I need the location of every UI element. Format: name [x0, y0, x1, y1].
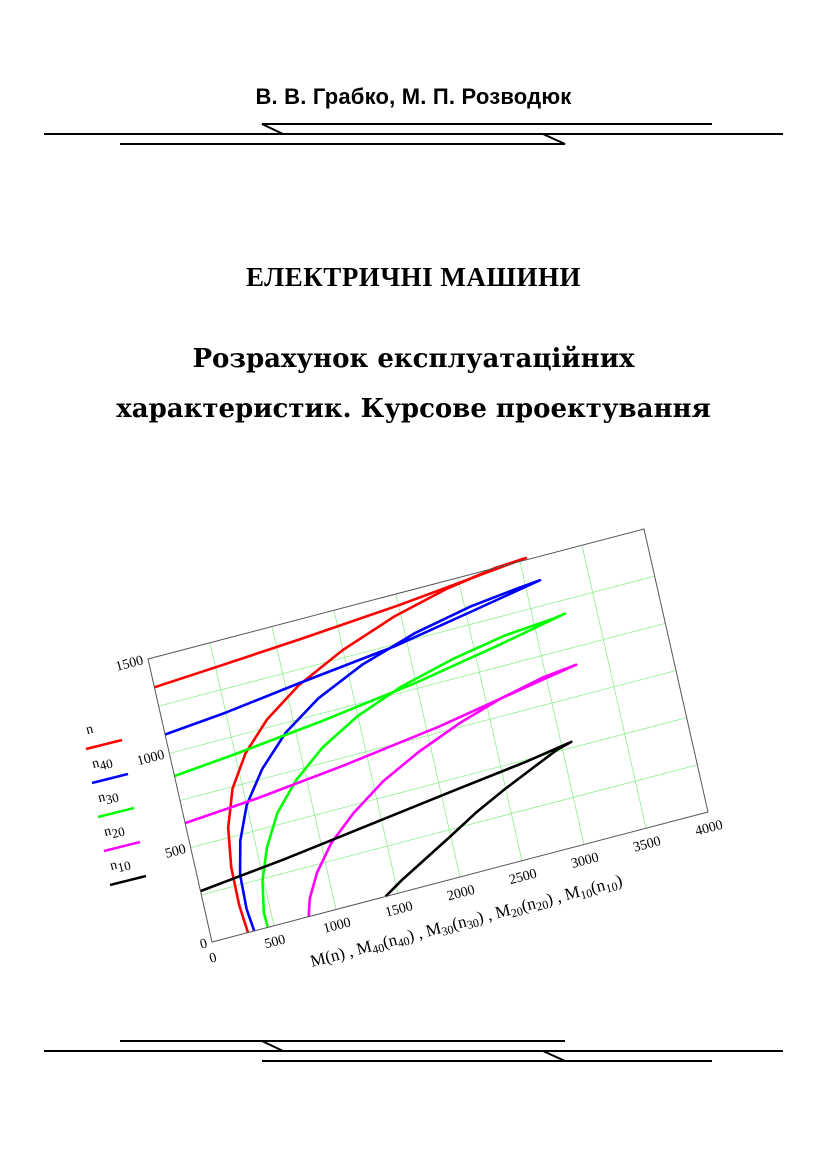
top-decorative-rule — [44, 123, 783, 145]
chart-ticks: 0 500 1000 1500 2000 2500 3000 3500 4000 0 500 1000… — [114, 653, 724, 966]
chart-svg: 0 500 1000 1500 2000 2500 3000 3500 4000 0 500 1000… — [84, 528, 725, 971]
legend-swatch — [85, 738, 123, 751]
legend-label: n20 — [102, 821, 126, 843]
subtitle-line-2: характеристик. Курсове проектування — [116, 394, 711, 424]
series-line-n — [153, 556, 528, 933]
chart-legend: n n40 n30 n20 n10 — [84, 722, 147, 887]
x-tick-label: 1500 — [384, 899, 415, 921]
bottom-decorative-rule — [44, 1040, 783, 1062]
cover-chart: 0 500 1000 1500 2000 2500 3000 3500 4000 0 500 1000… — [60, 515, 760, 985]
x-tick-label: 500 — [263, 932, 287, 952]
grid-line-horizontal — [179, 670, 677, 801]
legend-swatch — [91, 772, 129, 785]
legend-label: n30 — [96, 787, 120, 809]
legend-label: n10 — [108, 855, 132, 877]
legend-swatch — [103, 840, 141, 853]
x-tick-label: 3500 — [632, 834, 663, 856]
chart-series — [153, 556, 578, 933]
book-title: ЕЛЕКТРИЧНІ МАШИНИ — [245, 262, 582, 292]
legend-label: n40 — [90, 753, 114, 775]
legend-swatch — [109, 874, 147, 887]
series-line-n30 — [174, 612, 566, 928]
legend-label: n — [84, 722, 94, 738]
x-tick-label: 2500 — [508, 867, 539, 889]
x-tick-label: 2000 — [446, 883, 477, 905]
y-tick-label: 1000 — [135, 748, 166, 770]
y-tick-label: 1500 — [114, 653, 145, 675]
plot-frame — [147, 528, 709, 943]
y-tick-label: 0 — [198, 936, 209, 952]
x-tick-label: 3000 — [570, 850, 601, 872]
book-subtitle: Розрахунок експлуатаційних характеристик… — [0, 334, 827, 434]
x-tick-label: 4000 — [694, 818, 725, 840]
authors: В. В. Грабко, М. П. Розводюк — [255, 84, 572, 109]
grid-line-horizontal — [201, 764, 698, 896]
grid-line-horizontal — [169, 622, 666, 754]
series-line-n40 — [164, 578, 542, 932]
series-line-n20 — [184, 663, 578, 917]
x-tick-label: 1000 — [322, 915, 353, 937]
x-tick-label: 0 — [208, 950, 219, 966]
y-tick-label: 500 — [164, 842, 188, 862]
subtitle-line-1: Розрахунок експлуатаційних — [192, 344, 635, 374]
series-line-n10 — [200, 740, 573, 898]
legend-swatch — [97, 806, 135, 819]
